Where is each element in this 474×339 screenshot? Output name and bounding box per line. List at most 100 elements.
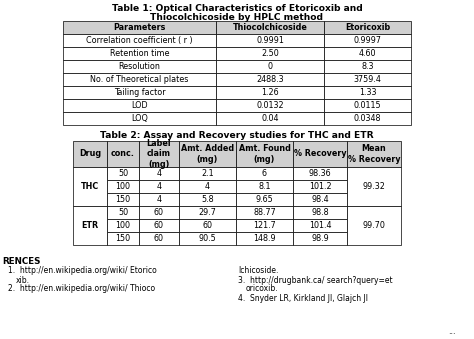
Text: 2.1: 2.1: [201, 169, 214, 178]
Text: 0.0132: 0.0132: [256, 101, 284, 110]
Text: 0: 0: [267, 62, 273, 71]
Text: Label
claim
(mg): Label claim (mg): [146, 139, 171, 169]
Text: 60: 60: [202, 221, 212, 230]
Bar: [216, 99, 324, 112]
Bar: [73, 167, 107, 206]
Text: 101.2: 101.2: [309, 182, 331, 191]
Bar: [293, 232, 347, 245]
Text: 100: 100: [116, 221, 130, 230]
Text: 50: 50: [118, 169, 128, 178]
Text: 100: 100: [116, 182, 130, 191]
Bar: [139, 193, 179, 206]
Bar: [179, 193, 236, 206]
Bar: [236, 180, 293, 193]
Text: 4: 4: [205, 182, 210, 191]
Text: Resolution: Resolution: [118, 62, 160, 71]
Text: 60: 60: [154, 208, 164, 217]
Text: 99.70: 99.70: [363, 221, 385, 230]
Bar: [179, 232, 236, 245]
Bar: [324, 86, 411, 99]
Bar: [179, 219, 236, 232]
Bar: [324, 112, 411, 125]
Text: Table 1: Optical Characteristics of Etoricoxib and: Table 1: Optical Characteristics of Etor…: [111, 4, 363, 13]
Text: 50: 50: [118, 208, 128, 217]
Bar: [179, 167, 236, 180]
Text: Table 2: Assay and Recovery studies for THC and ETR: Table 2: Assay and Recovery studies for …: [100, 131, 374, 140]
Bar: [216, 21, 324, 34]
Bar: [293, 167, 347, 180]
Text: Mean
% Recovery: Mean % Recovery: [348, 144, 401, 164]
Bar: [107, 219, 139, 232]
Bar: [139, 206, 179, 219]
Bar: [179, 180, 236, 193]
Text: 0.9991: 0.9991: [256, 36, 284, 45]
Text: 5.8: 5.8: [201, 195, 214, 204]
Text: Thiocolchicoside by HPLC method: Thiocolchicoside by HPLC method: [151, 13, 323, 22]
Bar: [293, 141, 347, 167]
Text: 121.7: 121.7: [253, 221, 276, 230]
Bar: [324, 21, 411, 34]
Text: lchicoside.: lchicoside.: [238, 266, 278, 275]
Text: 148.9: 148.9: [253, 234, 276, 243]
Text: No. of Theoretical plates: No. of Theoretical plates: [91, 75, 189, 84]
Text: oricoxib.: oricoxib.: [246, 284, 279, 293]
Text: 8.1: 8.1: [258, 182, 271, 191]
Bar: [107, 206, 139, 219]
Text: Thiocolchicoside: Thiocolchicoside: [233, 23, 308, 32]
Text: 88.77: 88.77: [253, 208, 276, 217]
Bar: [63, 34, 216, 47]
Text: 98.4: 98.4: [311, 195, 329, 204]
Bar: [347, 141, 401, 167]
Text: 150: 150: [116, 234, 130, 243]
Bar: [139, 232, 179, 245]
Text: 0.0115: 0.0115: [354, 101, 381, 110]
Bar: [216, 112, 324, 125]
Bar: [236, 232, 293, 245]
Text: 90.5: 90.5: [199, 234, 216, 243]
Text: xib.: xib.: [16, 276, 30, 285]
Text: 99.32: 99.32: [363, 182, 385, 191]
Text: conc.: conc.: [111, 149, 135, 159]
Text: 2488.3: 2488.3: [256, 75, 284, 84]
Bar: [179, 206, 236, 219]
Bar: [236, 193, 293, 206]
Text: LOQ: LOQ: [131, 114, 148, 123]
Bar: [107, 180, 139, 193]
Bar: [347, 167, 401, 206]
Text: Tailing factor: Tailing factor: [114, 88, 165, 97]
Bar: [139, 180, 179, 193]
Text: THC: THC: [81, 182, 99, 191]
Bar: [107, 167, 139, 180]
Text: 150: 150: [116, 195, 130, 204]
Text: Amt. Found
(mg): Amt. Found (mg): [238, 144, 291, 164]
Text: 0.04: 0.04: [261, 114, 279, 123]
Text: 0.9997: 0.9997: [354, 36, 382, 45]
Text: RENCES: RENCES: [2, 257, 40, 266]
Bar: [216, 73, 324, 86]
Text: 2.  http://en.wikipedia.org/wiki/ Thioco: 2. http://en.wikipedia.org/wiki/ Thioco: [8, 284, 155, 293]
Text: 98.8: 98.8: [311, 208, 329, 217]
Text: 3.  http://drugbank.ca/ search?query=et: 3. http://drugbank.ca/ search?query=et: [238, 276, 392, 285]
Bar: [179, 141, 236, 167]
Text: 60: 60: [154, 221, 164, 230]
Bar: [63, 99, 216, 112]
Bar: [63, 86, 216, 99]
Bar: [139, 219, 179, 232]
Bar: [63, 21, 216, 34]
Bar: [63, 112, 216, 125]
Text: % Recovery: % Recovery: [294, 149, 346, 159]
Bar: [216, 34, 324, 47]
Bar: [293, 206, 347, 219]
Text: ...: ...: [448, 327, 456, 336]
Bar: [293, 180, 347, 193]
Text: 101.4: 101.4: [309, 221, 331, 230]
Text: Etoricoxib: Etoricoxib: [345, 23, 390, 32]
Bar: [216, 47, 324, 60]
Bar: [324, 47, 411, 60]
Text: 60: 60: [154, 234, 164, 243]
Text: Retention time: Retention time: [110, 49, 169, 58]
Bar: [236, 219, 293, 232]
Text: Parameters: Parameters: [113, 23, 166, 32]
Bar: [107, 193, 139, 206]
Bar: [216, 86, 324, 99]
